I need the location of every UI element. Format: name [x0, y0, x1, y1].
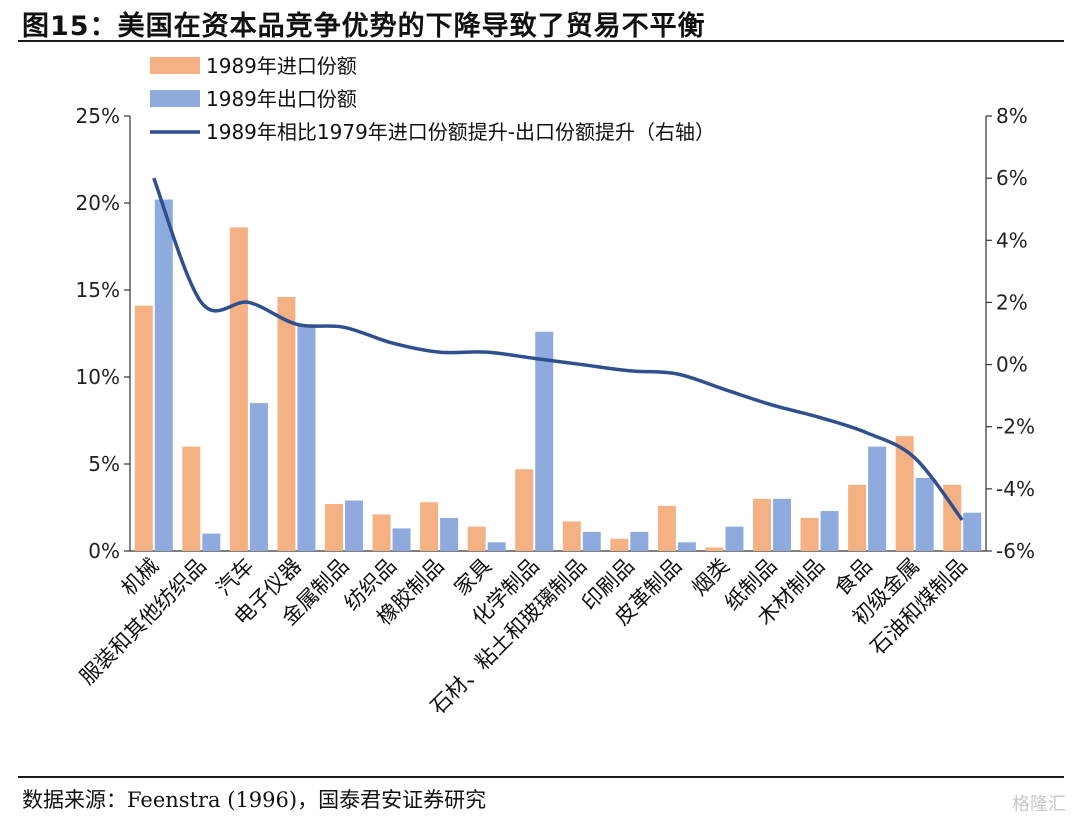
import-share-bar: [800, 517, 819, 551]
import-share-bar: [895, 436, 914, 551]
watermark-text: 格隆汇: [1012, 794, 1066, 815]
export-share-bar: [820, 510, 839, 551]
export-share-bar: [392, 528, 411, 551]
import-share-bar: [562, 521, 581, 551]
right-tick-label: 4%: [996, 228, 1028, 252]
export-share-bar: [345, 500, 363, 551]
figure-title: 图15：美国在资本品竞争优势的下降导致了贸易不平衡: [22, 11, 706, 42]
import-share-bar: [515, 469, 534, 551]
export-share-bar: [915, 477, 934, 551]
left-tick-label: 10%: [76, 365, 120, 389]
export-share-bar: [487, 542, 506, 551]
legend-swatch-exports: [150, 90, 200, 107]
import-share-bar: [182, 446, 201, 551]
source-rule: [18, 776, 1064, 778]
right-tick-label: 0%: [996, 353, 1028, 377]
legend-label-line: 1989年相比1979年进口份额提升-出口份额提升（右轴）: [206, 120, 715, 144]
chart-bars: [134, 199, 982, 552]
chart-line: [152, 177, 964, 521]
legend-swatch-imports: [150, 57, 200, 74]
left-tick-label: 20%: [76, 191, 120, 215]
right-tick-label: 2%: [996, 290, 1028, 314]
right-tick-label: -6%: [996, 539, 1035, 563]
right-tick-label: 8%: [996, 104, 1028, 128]
export-share-bar: [773, 498, 791, 551]
import-share-bar: [229, 227, 248, 552]
share-change-line: [152, 177, 964, 521]
title-rule: [18, 40, 1064, 42]
right-tick-label: 6%: [996, 166, 1028, 190]
import-share-bar: [325, 504, 343, 551]
export-share-bar: [249, 403, 268, 551]
left-tick-label: 0%: [88, 539, 120, 563]
right-tick-label: -2%: [996, 415, 1035, 439]
import-share-bar: [657, 505, 676, 551]
left-tick-label: 25%: [76, 104, 120, 128]
source-note: 数据来源：Feenstra (1996)，国泰君安证券研究: [22, 788, 487, 812]
export-share-bar: [202, 533, 221, 551]
chart-legend: 1989年进口份额 1989年出口份额 1989年相比1979年进口份额提升-出口份…: [150, 54, 715, 144]
legend-label-exports: 1989年出口份额: [206, 87, 357, 111]
export-share-bar: [154, 199, 173, 551]
import-share-bar: [372, 514, 391, 551]
import-share-bar: [610, 538, 629, 551]
export-share-bar: [963, 512, 982, 551]
right-tick-label: -4%: [996, 477, 1035, 501]
export-share-bar: [677, 542, 696, 551]
export-share-bar: [630, 531, 649, 551]
export-share-bar: [582, 531, 601, 551]
export-share-bar: [297, 324, 316, 551]
import-share-bar: [134, 305, 153, 551]
left-tick-label: 5%: [88, 452, 120, 476]
left-tick-label: 15%: [76, 278, 120, 302]
import-share-bar: [467, 526, 486, 551]
export-share-bar: [725, 526, 744, 551]
import-share-bar: [705, 547, 724, 551]
import-share-bar: [848, 484, 867, 551]
export-share-bar: [535, 331, 554, 551]
import-share-bar: [420, 502, 439, 551]
export-share-bar: [440, 517, 459, 551]
import-share-bar: [277, 296, 296, 551]
legend-label-imports: 1989年进口份额: [206, 54, 357, 78]
chart-axes: 0% 5% 10% 15% 20% 25% -6% -4% -2% 0% 2% 4% 6% 8%: [76, 104, 1035, 563]
export-share-bar: [868, 446, 887, 551]
import-share-bar: [753, 498, 771, 551]
